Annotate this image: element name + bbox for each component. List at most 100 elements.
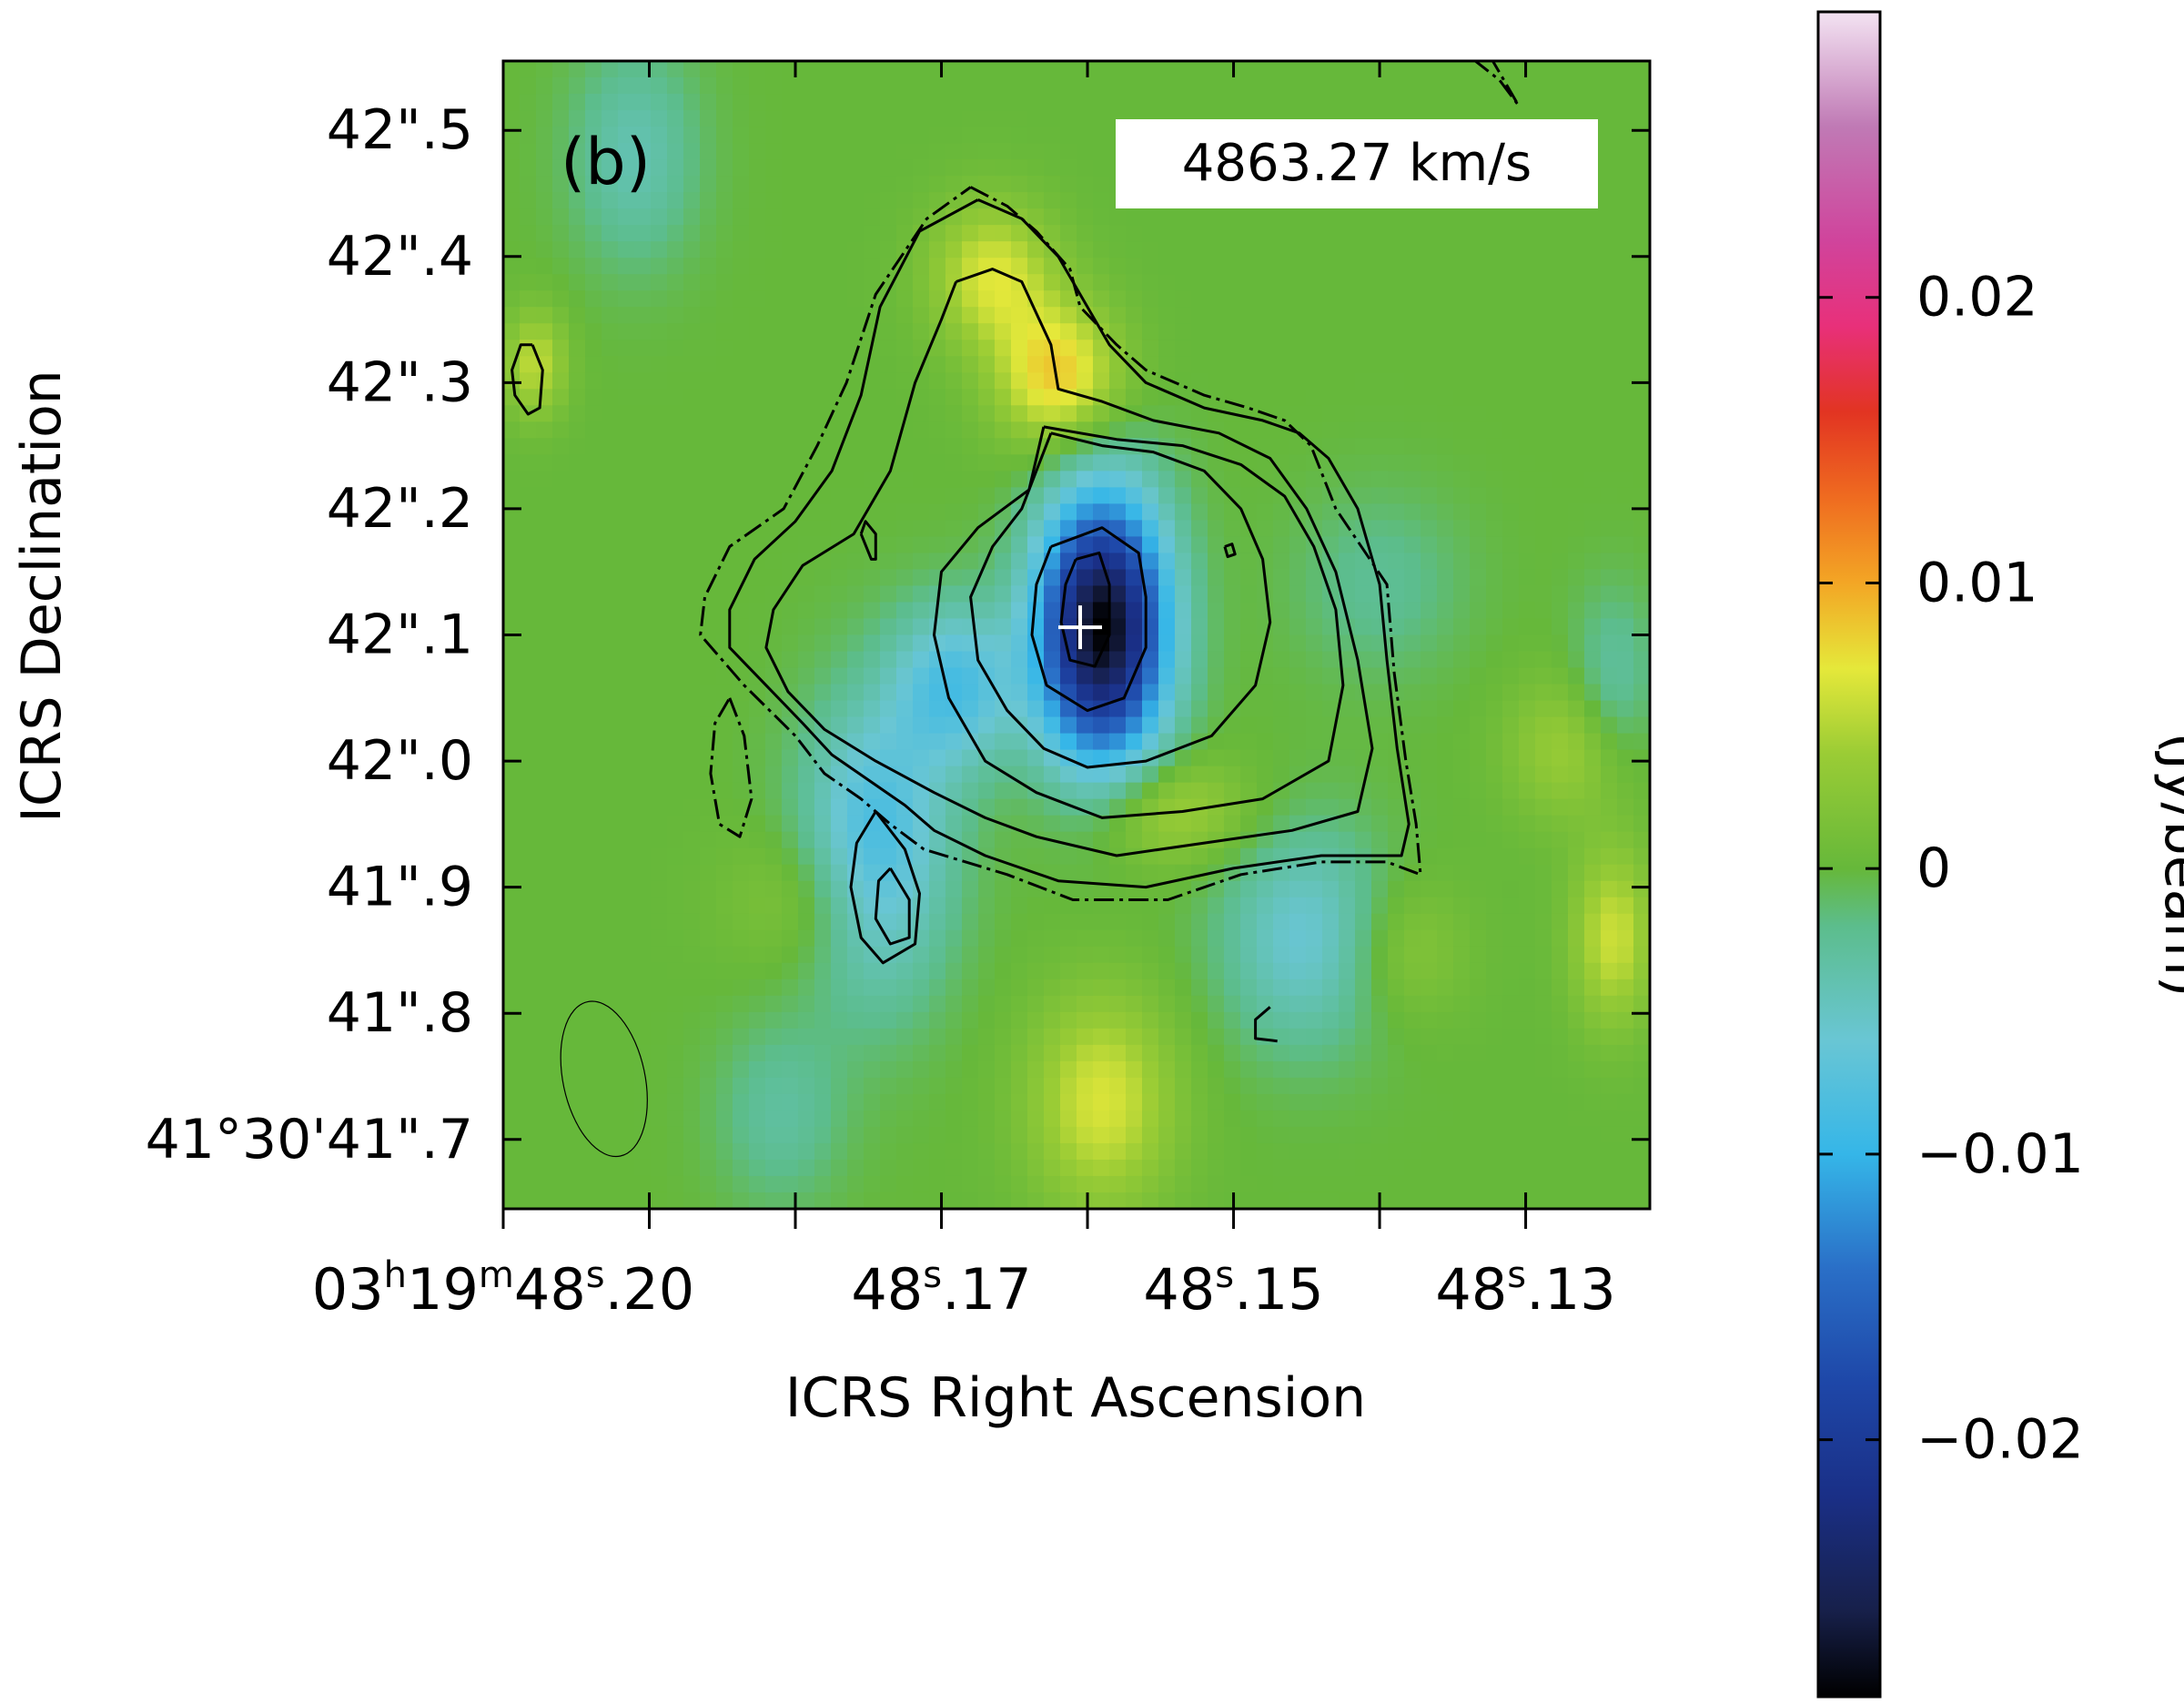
heatmap-pixel (1486, 1011, 1503, 1030)
heatmap-pixel (1289, 782, 1307, 800)
heatmap-pixel (1208, 749, 1225, 767)
heatmap-pixel (945, 913, 963, 931)
heatmap-pixel (1617, 520, 1634, 538)
heatmap-pixel (1617, 946, 1634, 964)
heatmap-pixel (1027, 1028, 1045, 1046)
heatmap-pixel (1142, 421, 1159, 439)
heatmap-pixel (1191, 831, 1208, 849)
heatmap-pixel (1470, 438, 1487, 455)
heatmap-pixel (520, 1093, 537, 1111)
heatmap-pixel (1306, 340, 1323, 357)
heatmap-pixel (552, 847, 570, 866)
heatmap-pixel (634, 340, 652, 357)
heatmap-pixel (962, 667, 979, 685)
heatmap-pixel (618, 1175, 635, 1193)
heatmap-pixel (1519, 503, 1536, 521)
heatmap-pixel (1077, 946, 1094, 964)
heatmap-pixel (1306, 667, 1323, 685)
heatmap-pixel (1109, 307, 1127, 324)
heatmap-pixel (1388, 995, 1405, 1013)
heatmap-pixel (1011, 569, 1028, 587)
heatmap-pixel (1224, 1159, 1241, 1177)
heatmap-pixel (1470, 995, 1487, 1013)
heatmap-pixel (1437, 553, 1454, 571)
heatmap-pixel (1306, 421, 1323, 439)
heatmap-pixel (1519, 1093, 1536, 1111)
heatmap-pixel (1470, 77, 1487, 95)
heatmap-pixel (782, 208, 799, 226)
heatmap-pixel (1093, 471, 1110, 488)
heatmap-pixel (1601, 847, 1618, 866)
heatmap-pixel (749, 716, 766, 735)
heatmap-pixel (716, 733, 733, 751)
heatmap-pixel (634, 634, 652, 653)
heatmap-pixel (1355, 979, 1372, 997)
heatmap-pixel (995, 634, 1012, 653)
heatmap-pixel (1175, 94, 1192, 111)
heatmap-pixel (1552, 340, 1569, 357)
heatmap-pixel (864, 618, 881, 636)
heatmap-pixel (1240, 208, 1258, 226)
heatmap-pixel (1027, 1175, 1045, 1193)
heatmap-pixel (700, 438, 717, 455)
heatmap-pixel (896, 323, 914, 340)
heatmap-pixel (1502, 880, 1520, 898)
heatmap-pixel (520, 1044, 537, 1062)
heatmap-pixel (1306, 405, 1323, 422)
heatmap-pixel (585, 241, 602, 259)
heatmap-pixel (667, 1175, 684, 1193)
heatmap-pixel (749, 569, 766, 587)
heatmap-pixel (1158, 831, 1176, 849)
heatmap-pixel (929, 405, 946, 422)
heatmap-pixel (765, 241, 783, 259)
heatmap-pixel (618, 421, 635, 439)
heatmap-pixel (1077, 127, 1094, 144)
heatmap-pixel (1126, 700, 1143, 718)
heatmap-pixel (618, 897, 635, 915)
heatmap-pixel (831, 421, 848, 439)
heatmap-pixel (1404, 487, 1421, 504)
heatmap-pixel (1486, 782, 1503, 800)
heatmap-pixel (1502, 602, 1520, 620)
heatmap-pixel (995, 897, 1012, 915)
heatmap-pixel (831, 520, 848, 538)
heatmap-pixel (1453, 1028, 1471, 1046)
heatmap-pixel (1404, 1028, 1421, 1046)
heatmap-pixel (552, 1093, 570, 1111)
heatmap-pixel (683, 61, 701, 78)
heatmap-pixel (1535, 454, 1552, 472)
heatmap-pixel (880, 1175, 897, 1193)
heatmap-pixel (536, 536, 553, 554)
heatmap-pixel (1552, 1126, 1569, 1144)
heatmap-pixel (733, 389, 750, 406)
heatmap-pixel (1306, 798, 1323, 816)
heatmap-pixel (1158, 766, 1176, 784)
heatmap-pixel (1044, 454, 1061, 472)
heatmap-pixel (520, 995, 537, 1013)
heatmap-pixel (1470, 503, 1487, 521)
heatmap-pixel (1289, 405, 1307, 422)
heatmap-pixel (1617, 258, 1634, 275)
heatmap-pixel (1617, 585, 1634, 604)
heatmap-pixel (536, 946, 553, 964)
heatmap-pixel (978, 995, 996, 1013)
heatmap-pixel (1077, 667, 1094, 685)
heatmap-pixel (913, 815, 930, 833)
heatmap-pixel (782, 1011, 799, 1030)
heatmap-pixel (1339, 389, 1356, 406)
heatmap-pixel (651, 782, 668, 800)
heatmap-pixel (913, 454, 930, 472)
heatmap-pixel (1421, 208, 1438, 226)
heatmap-pixel (1633, 847, 1650, 866)
heatmap-pixel (569, 880, 586, 898)
heatmap-pixel (716, 340, 733, 357)
heatmap-pixel (1257, 307, 1274, 324)
heatmap-pixel (651, 897, 668, 915)
heatmap-pixel (995, 454, 1012, 472)
heatmap-pixel (765, 372, 783, 390)
heatmap-pixel (1257, 1044, 1274, 1062)
heatmap-pixel (1093, 176, 1110, 193)
heatmap-pixel (798, 634, 815, 653)
heatmap-pixel (896, 618, 914, 636)
heatmap-pixel (1371, 421, 1389, 439)
